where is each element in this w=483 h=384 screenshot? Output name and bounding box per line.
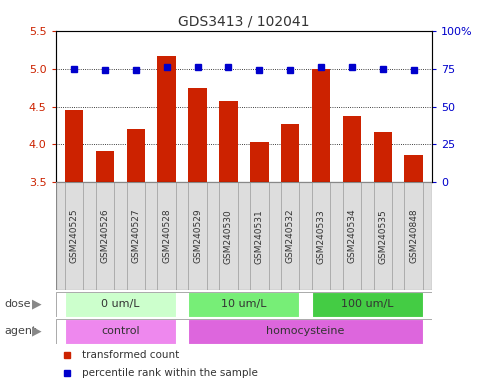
Text: GSM240848: GSM240848 (409, 209, 418, 263)
Bar (404, 155, 423, 182)
Text: GSM240528: GSM240528 (162, 209, 171, 263)
Title: GDS3413 / 102041: GDS3413 / 102041 (178, 14, 310, 28)
Text: 10 um/L: 10 um/L (221, 299, 267, 310)
Bar (312, 182, 330, 290)
Bar (219, 182, 238, 290)
Bar (127, 129, 145, 182)
Text: GSM240529: GSM240529 (193, 209, 202, 263)
Text: GSM240532: GSM240532 (286, 209, 295, 263)
Text: control: control (101, 326, 140, 336)
Bar (188, 319, 423, 344)
Bar (96, 151, 114, 182)
Text: percentile rank within the sample: percentile rank within the sample (82, 367, 258, 377)
Bar (343, 182, 361, 290)
Bar (65, 182, 84, 290)
Text: dose: dose (5, 299, 31, 310)
Text: GSM240535: GSM240535 (378, 209, 387, 263)
Bar (96, 182, 114, 290)
Text: ▶: ▶ (32, 325, 42, 338)
Bar (250, 142, 269, 182)
Text: transformed count: transformed count (82, 350, 179, 360)
Bar (343, 116, 361, 182)
Bar (312, 292, 423, 317)
Bar (188, 292, 299, 317)
Text: agent: agent (5, 326, 37, 336)
Bar (374, 182, 392, 290)
Text: 100 um/L: 100 um/L (341, 299, 394, 310)
Text: GSM240527: GSM240527 (131, 209, 141, 263)
Bar (65, 319, 176, 344)
Bar (157, 182, 176, 290)
Bar (188, 88, 207, 182)
Text: homocysteine: homocysteine (267, 326, 345, 336)
Text: GSM240525: GSM240525 (70, 209, 79, 263)
Bar (65, 110, 84, 182)
Bar (374, 132, 392, 182)
Text: GSM240533: GSM240533 (317, 209, 326, 263)
Bar (312, 69, 330, 182)
Bar (65, 292, 176, 317)
Bar (157, 56, 176, 182)
Bar (281, 182, 299, 290)
Bar (219, 101, 238, 182)
Text: 0 um/L: 0 um/L (101, 299, 140, 310)
Bar (127, 182, 145, 290)
Text: GSM240531: GSM240531 (255, 209, 264, 263)
Bar (281, 124, 299, 182)
Bar (404, 182, 423, 290)
Text: ▶: ▶ (32, 298, 42, 311)
Bar (188, 182, 207, 290)
Bar (250, 182, 269, 290)
Text: GSM240526: GSM240526 (100, 209, 110, 263)
Text: GSM240534: GSM240534 (347, 209, 356, 263)
Text: GSM240530: GSM240530 (224, 209, 233, 263)
